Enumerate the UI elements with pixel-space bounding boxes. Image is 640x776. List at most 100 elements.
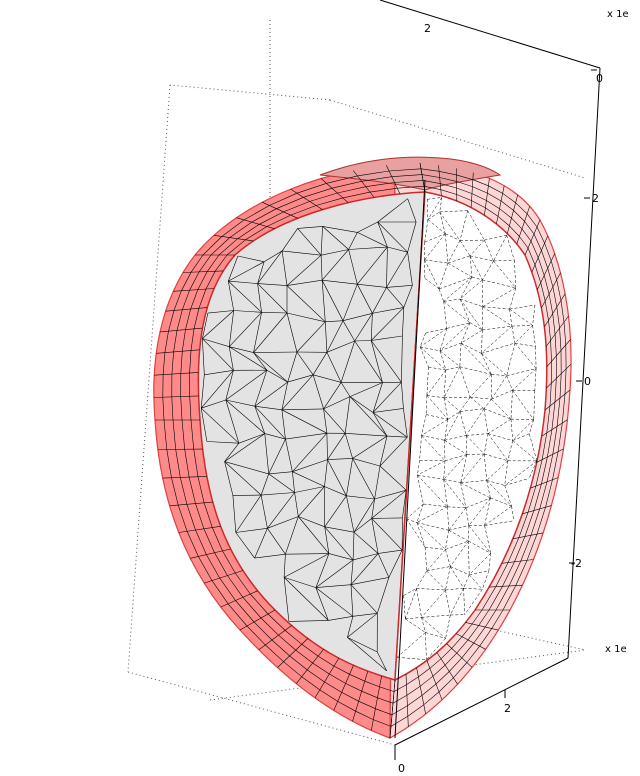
mesh-edge bbox=[427, 197, 443, 220]
mesh-edge bbox=[448, 525, 469, 531]
mesh-edge bbox=[472, 186, 488, 194]
mesh-edge bbox=[202, 236, 223, 256]
mesh-edge bbox=[198, 288, 207, 309]
mesh-edge bbox=[421, 617, 446, 639]
mesh-edge bbox=[426, 395, 449, 420]
mesh-edge bbox=[180, 396, 183, 421]
mesh-edge bbox=[292, 471, 295, 493]
mesh-edge bbox=[201, 399, 226, 409]
mesh-edge bbox=[459, 396, 471, 412]
mesh-edge bbox=[237, 255, 265, 263]
mesh-edge bbox=[424, 233, 446, 260]
mesh-edge bbox=[535, 346, 537, 369]
mesh-edge bbox=[213, 235, 254, 242]
mesh-edge bbox=[504, 485, 512, 507]
mesh-edge bbox=[427, 219, 446, 234]
mesh-edge bbox=[154, 372, 199, 376]
mesh-edge bbox=[562, 393, 566, 424]
mesh-edge bbox=[329, 673, 346, 684]
mesh-edge bbox=[349, 674, 365, 682]
mesh-edge bbox=[265, 644, 284, 662]
mesh-edge bbox=[323, 408, 346, 434]
mesh-edge bbox=[276, 197, 304, 209]
mesh-edge bbox=[376, 651, 387, 672]
mesh-edge bbox=[439, 211, 461, 241]
mesh-edge bbox=[522, 505, 552, 515]
mesh-edge bbox=[393, 684, 407, 692]
mesh-edge bbox=[372, 408, 404, 413]
mesh-edge bbox=[468, 540, 491, 554]
mesh-edge bbox=[482, 279, 516, 289]
mesh-edge bbox=[224, 461, 262, 496]
mesh-edge bbox=[301, 644, 319, 657]
right-scale-label: x 1e bbox=[605, 644, 627, 655]
mesh-edge bbox=[512, 390, 534, 420]
mesh-edge bbox=[539, 481, 548, 509]
mesh-edge bbox=[440, 648, 452, 660]
mesh-edge bbox=[224, 461, 234, 496]
mesh-edge bbox=[173, 330, 178, 352]
mesh-edge bbox=[493, 260, 516, 289]
mesh-edge bbox=[257, 261, 265, 284]
mesh-edge bbox=[296, 351, 314, 375]
mesh-edge bbox=[309, 192, 338, 202]
mesh-edge bbox=[298, 516, 325, 528]
top-axis-tick: 2 bbox=[424, 22, 431, 35]
mesh-edge bbox=[394, 180, 424, 183]
mesh-edge bbox=[421, 414, 427, 436]
mesh-edge bbox=[229, 221, 252, 238]
mesh-edge bbox=[357, 232, 388, 248]
mesh-edge bbox=[316, 197, 343, 206]
mesh-edge bbox=[357, 284, 373, 314]
mesh-edge bbox=[283, 577, 329, 621]
mesh-edge bbox=[439, 322, 471, 351]
mesh-edge bbox=[268, 471, 293, 475]
mesh-edge bbox=[286, 312, 298, 353]
mesh-edge bbox=[285, 439, 293, 472]
mesh-edge bbox=[509, 304, 536, 310]
mesh-edge bbox=[372, 307, 404, 314]
mesh-edge bbox=[509, 225, 520, 237]
mesh-edge bbox=[445, 566, 451, 591]
mesh-edge bbox=[417, 474, 444, 480]
mesh-edge bbox=[219, 577, 236, 601]
mesh-edge bbox=[456, 194, 472, 201]
mesh-edge bbox=[254, 405, 282, 411]
mesh-edge bbox=[482, 306, 513, 327]
mesh-edge bbox=[425, 632, 427, 660]
mesh-edge bbox=[447, 506, 449, 531]
mesh-edge bbox=[284, 630, 302, 645]
mesh-edge bbox=[162, 352, 166, 375]
mesh-edge bbox=[536, 226, 545, 244]
mesh-edge bbox=[198, 556, 213, 581]
mesh-edge bbox=[469, 570, 489, 576]
mesh-edge bbox=[373, 719, 392, 727]
mesh-edge bbox=[379, 436, 388, 467]
mesh-edge bbox=[200, 370, 234, 409]
mesh-edge bbox=[372, 381, 402, 413]
mesh-edge bbox=[495, 562, 509, 587]
mesh-edge bbox=[461, 623, 473, 637]
mesh-edge bbox=[287, 351, 298, 383]
mesh-edge bbox=[422, 180, 441, 184]
mesh-edge bbox=[551, 401, 556, 430]
mesh-edge bbox=[202, 310, 234, 339]
mesh-edge bbox=[406, 518, 426, 548]
mesh-edge bbox=[235, 494, 262, 533]
mesh-edge bbox=[506, 375, 513, 391]
mesh-edge bbox=[502, 585, 517, 611]
mesh-edge bbox=[197, 271, 208, 290]
mesh-edge bbox=[456, 168, 458, 202]
mesh-edge bbox=[346, 495, 355, 533]
mesh-edge bbox=[482, 306, 510, 310]
mesh-edge bbox=[266, 214, 291, 227]
mesh-edge bbox=[491, 609, 504, 629]
mesh-edge bbox=[206, 554, 220, 579]
mesh-edge bbox=[344, 433, 353, 459]
mesh-edge bbox=[515, 202, 528, 215]
mesh-edge bbox=[507, 537, 520, 563]
mesh-edge bbox=[324, 526, 330, 554]
mesh-edge bbox=[527, 247, 536, 266]
mesh-edge bbox=[203, 528, 215, 553]
